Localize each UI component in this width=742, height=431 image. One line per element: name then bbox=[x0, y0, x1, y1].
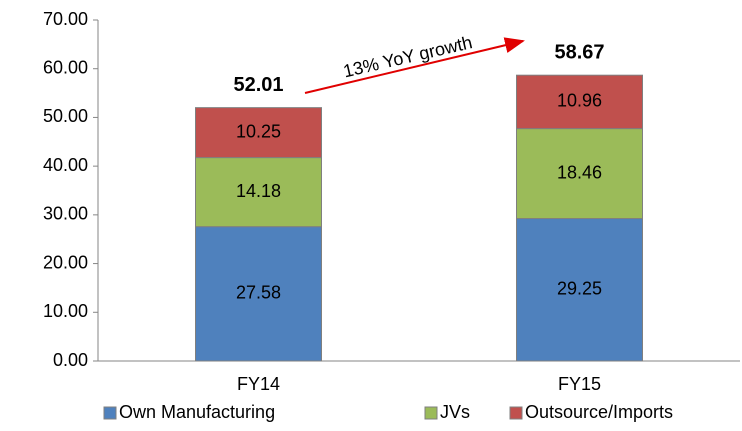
bar-segment bbox=[195, 157, 322, 228]
bar-segment bbox=[516, 74, 643, 130]
y-tick-label: 40.00 bbox=[43, 155, 88, 175]
total-label: 58.67 bbox=[554, 41, 604, 63]
y-tick-label: 60.00 bbox=[43, 57, 88, 77]
data-label: 27.58 bbox=[236, 283, 281, 303]
bar-segment bbox=[516, 128, 643, 220]
legend-label: JVs bbox=[440, 402, 470, 422]
legend-label: Outsource/Imports bbox=[525, 402, 673, 422]
y-tick-label: 70.00 bbox=[43, 9, 88, 29]
legend-swatch bbox=[424, 406, 438, 420]
y-tick-label: 0.00 bbox=[53, 350, 88, 370]
legend-swatch bbox=[509, 406, 523, 420]
legend-label: Own Manufacturing bbox=[119, 402, 275, 422]
y-tick-label: 10.00 bbox=[43, 301, 88, 321]
data-label: 18.46 bbox=[557, 162, 602, 182]
legend-swatch bbox=[103, 406, 117, 420]
data-label: 14.18 bbox=[236, 181, 281, 201]
x-tick-label: FY14 bbox=[237, 374, 280, 394]
total-label: 52.01 bbox=[233, 74, 283, 96]
bar-segment bbox=[516, 218, 643, 362]
y-tick-label: 30.00 bbox=[43, 204, 88, 224]
x-tick-label: FY15 bbox=[558, 374, 601, 394]
data-label: 10.96 bbox=[557, 91, 602, 111]
y-tick-label: 50.00 bbox=[43, 106, 88, 126]
data-label: 10.25 bbox=[236, 121, 281, 141]
growth-arrow bbox=[304, 37, 525, 94]
bar-segment bbox=[195, 226, 322, 362]
bar-segment bbox=[195, 107, 322, 159]
y-tick-label: 20.00 bbox=[43, 252, 88, 272]
data-label: 29.25 bbox=[557, 279, 602, 299]
